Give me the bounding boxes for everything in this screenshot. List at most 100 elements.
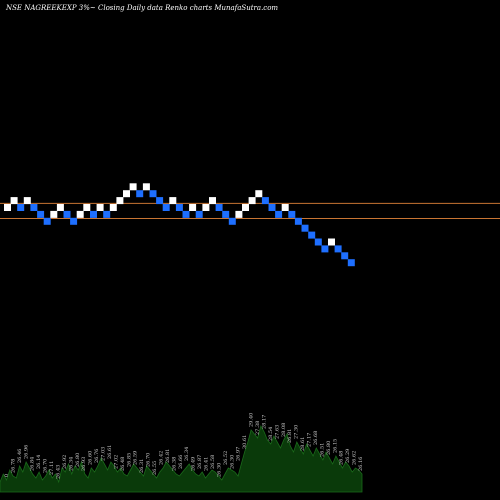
brick-down: [103, 210, 111, 218]
brick-down: [30, 204, 38, 211]
volume-label: 28.08: [281, 423, 287, 437]
brick-down: [294, 217, 302, 225]
brick-up: [202, 204, 210, 211]
chart-title: NSE NAGREEKEXP 3%~ Closing Daily data Re…: [5, 4, 278, 12]
brick-down: [334, 245, 342, 253]
volume-label: 26.96: [23, 445, 29, 459]
brick-down: [70, 217, 78, 225]
brick-up: [4, 204, 11, 211]
volume-label: 26.30: [229, 455, 235, 469]
brick-down: [228, 217, 236, 225]
volume-label: 26.34: [184, 447, 190, 461]
brick-down: [136, 190, 144, 198]
volume-label: 26.31: [139, 459, 145, 473]
volume-label: 26.29: [345, 449, 351, 463]
brick-down: [222, 210, 230, 218]
volume-label: 26.15: [332, 439, 338, 453]
volume-label: 26.85: [126, 453, 132, 467]
brick-down: [162, 204, 170, 211]
brick-up: [189, 204, 197, 211]
volume-label: 27.11: [49, 461, 55, 475]
volume-label: 26.60: [88, 451, 94, 465]
volume-label: 26.34: [68, 457, 74, 471]
brick-down: [275, 210, 283, 218]
volume-label: 26.80: [75, 453, 81, 467]
brick-up: [281, 204, 289, 211]
volume-label: 26.49: [191, 457, 197, 471]
brick-up: [328, 238, 335, 246]
volume-label: 28.54: [268, 427, 274, 441]
brick-up: [123, 190, 130, 198]
brick-up: [83, 204, 91, 211]
volume-label: 26.61: [107, 445, 113, 459]
brick-down: [314, 238, 322, 246]
brick-down: [308, 231, 316, 239]
brick-down: [301, 224, 309, 232]
volume-label: 26.70: [146, 453, 152, 467]
volume-label: 26.59: [133, 451, 139, 465]
brick-up: [109, 204, 117, 211]
brick-up: [209, 197, 216, 205]
brick-up: [116, 197, 124, 205]
volume-label: 26.51: [319, 443, 325, 457]
brick-down: [195, 210, 203, 218]
volume-label: 26.81: [165, 449, 171, 463]
volume-label: 26.38: [171, 457, 177, 471]
brick-up: [235, 210, 243, 218]
volume-label: 26.52: [223, 451, 229, 465]
volume-label: 26.76: [94, 449, 100, 463]
brick-up: [96, 204, 104, 211]
volume-label: 26.93: [81, 457, 87, 471]
brick-up: [50, 210, 58, 218]
brick-down: [341, 252, 349, 260]
brick-down: [215, 204, 223, 211]
brick-up: [255, 190, 263, 198]
brick-up: [142, 183, 150, 191]
brick-down: [63, 210, 71, 218]
volume-label: 27.17: [307, 433, 313, 447]
brick-up: [56, 204, 64, 211]
volume-label: 29.40: [249, 413, 255, 427]
volume-series: [0, 424, 363, 493]
brick-up: [169, 197, 177, 205]
brick-up: [76, 210, 84, 218]
brick-down: [175, 204, 183, 211]
renko-bricks: [4, 183, 355, 267]
volume-label: 26.58: [210, 455, 216, 469]
brick-down: [182, 210, 190, 218]
brick-down: [43, 217, 51, 225]
volume-label: 26.55: [152, 461, 158, 475]
volume-label: 26.68: [313, 431, 319, 445]
volume-label: 27.38: [255, 421, 261, 435]
brick-down: [37, 210, 45, 218]
volume-label: 26.87: [197, 455, 203, 469]
volume-label: 26.48: [120, 457, 126, 471]
volume-label: 0: [4, 474, 10, 477]
brick-up: [129, 183, 137, 191]
volume-label: 26.97: [236, 447, 242, 461]
volume-label: 26.84: [30, 457, 36, 471]
volume-label: 26.78: [10, 459, 16, 473]
volume-label: 26.14: [36, 455, 42, 469]
volume-label: 28.17: [262, 415, 268, 429]
volume-label: 26.42: [159, 451, 165, 465]
volume-label: 26.46: [17, 449, 23, 463]
volume-label: 27.30: [294, 425, 300, 439]
volume-label: 26.48: [339, 451, 345, 465]
brick-down: [149, 190, 157, 198]
brick-down: [268, 204, 276, 211]
volume-label: 26.81: [287, 429, 293, 443]
brick-up: [23, 197, 31, 205]
brick-up: [248, 197, 256, 205]
volume-label: 26.62: [352, 451, 358, 465]
volume-label: 26.41: [204, 457, 210, 471]
brick-down: [156, 197, 164, 205]
brick-up: [242, 204, 249, 211]
volume-label: 26.30: [216, 463, 222, 477]
volume-label: 26.43: [56, 465, 62, 479]
volume-label: 26.66: [178, 455, 184, 469]
brick-down: [90, 210, 97, 218]
brick-down: [261, 197, 269, 205]
